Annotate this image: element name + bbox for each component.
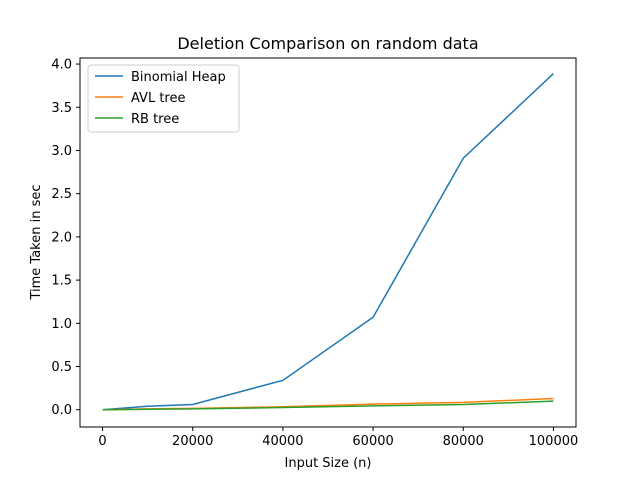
series-line-1 xyxy=(102,73,554,411)
x-tick-label: 0 xyxy=(98,434,106,449)
x-axis-ticks: 0 20000 40000 60000 80000 100000 xyxy=(98,427,578,449)
x-tick-label: 40000 xyxy=(262,434,303,449)
x-tick-label: 20000 xyxy=(172,434,213,449)
y-tick-label: 2.5 xyxy=(51,187,72,202)
y-tick-label: 3.0 xyxy=(51,144,72,159)
y-tick-label: 2.0 xyxy=(51,230,72,245)
chart-title: Deletion Comparison on random data xyxy=(177,34,478,53)
legend-label-1: Binomial Heap xyxy=(131,70,226,85)
legend-label-3: RB tree xyxy=(131,112,179,127)
y-tick-label: 4.0 xyxy=(51,58,72,73)
x-tick-label: 100000 xyxy=(529,434,579,449)
plot-lines xyxy=(102,73,554,411)
axes-frame xyxy=(79,57,577,428)
legend-box xyxy=(87,64,240,133)
y-axis-label: Time Taken in sec xyxy=(29,184,44,300)
x-axis-label: Input Size (n) xyxy=(285,456,372,471)
y-axis-ticks: 0.0 0.5 1.0 1.5 2.0 2.5 3.0 3.5 4.0 xyxy=(51,58,80,418)
y-tick-label: 1.0 xyxy=(51,317,72,332)
legend-label-2: AVL tree xyxy=(131,91,185,106)
legend: Binomial Heap AVL tree RB tree xyxy=(87,64,240,133)
y-tick-label: 3.5 xyxy=(51,101,72,116)
x-tick-label: 60000 xyxy=(352,434,393,449)
y-tick-label: 0.5 xyxy=(51,360,72,375)
y-tick-label: 1.5 xyxy=(51,274,72,289)
series-line-3 xyxy=(102,400,554,411)
y-tick-label: 0.0 xyxy=(51,403,72,418)
x-tick-label: 80000 xyxy=(443,434,484,449)
